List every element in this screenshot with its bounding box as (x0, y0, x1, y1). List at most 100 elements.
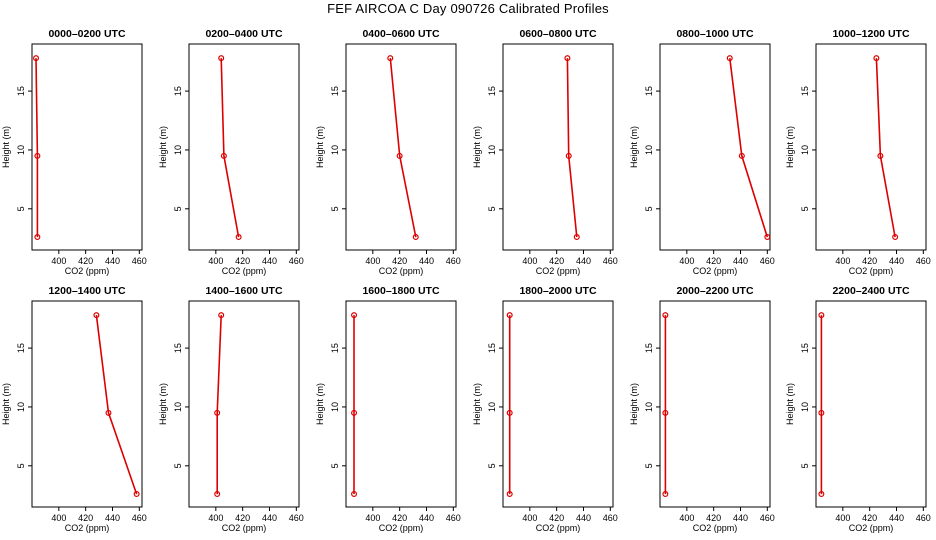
y-tick-label: 10 (644, 145, 654, 155)
profile-point (218, 312, 225, 319)
panel-title: 1600–1800 UTC (362, 285, 439, 297)
y-tick-label: 15 (173, 343, 183, 353)
x-tick-label: 420 (549, 256, 564, 266)
y-tick-label: 5 (330, 206, 340, 211)
x-tick-label: 440 (262, 256, 277, 266)
y-tick-label: 10 (644, 402, 654, 412)
profile-point (506, 409, 513, 416)
x-tick-label: 400 (679, 513, 694, 523)
panel-title: 1200–1400 UTC (48, 285, 125, 297)
y-tick-label: 10 (800, 145, 810, 155)
profile-line (220, 58, 240, 238)
profile-panel-6: 1000–1200 UTC 400 420 440 460 5 10 15 CO2 (ppm) H… (785, 28, 931, 276)
profile-point (412, 234, 419, 241)
y-axis-label: Height (m) (1, 126, 11, 168)
y-tick-label: 5 (487, 206, 497, 211)
profile-line (566, 58, 578, 238)
x-tick-label: 400 (208, 256, 223, 266)
profile-panel-10: 1800–2000 UTC 400 420 440 460 5 10 15 CO2 (ppm) H… (472, 285, 618, 533)
profile-panel-8: 1400–1600 UTC 400 420 440 460 5 10 15 CO2 (ppm) H… (158, 285, 304, 533)
plot-frame (345, 300, 457, 508)
plot-frame (815, 300, 927, 508)
y-tick-label: 10 (173, 402, 183, 412)
x-tick-label: 460 (760, 256, 775, 266)
y-tick-label: 5 (16, 463, 26, 468)
y-tick-label: 10 (330, 145, 340, 155)
x-tick-label: 440 (419, 513, 434, 523)
y-tick-label: 15 (16, 343, 26, 353)
y-axis-label: Height (m) (472, 383, 482, 425)
x-tick-label: 400 (835, 256, 850, 266)
y-tick-label: 10 (800, 402, 810, 412)
x-tick-label: 440 (889, 256, 904, 266)
plot-frame (31, 43, 143, 251)
profile-point (506, 491, 513, 498)
plot-frame (659, 300, 771, 508)
y-tick-label: 15 (800, 343, 810, 353)
x-tick-label: 420 (392, 513, 407, 523)
profile-point (818, 491, 825, 498)
profile-point (573, 234, 580, 241)
x-axis-label: CO2 (ppm) (849, 266, 894, 276)
profile-point (33, 55, 40, 62)
y-tick-label: 5 (800, 463, 810, 468)
profile-panel-4: 0600–0800 UTC 400 420 440 460 5 10 15 CO2 (ppm) H… (472, 28, 618, 276)
x-tick-label: 440 (576, 256, 591, 266)
x-tick-label: 400 (522, 256, 537, 266)
y-tick-label: 15 (330, 86, 340, 96)
x-tick-label: 440 (733, 256, 748, 266)
y-tick-label: 5 (173, 463, 183, 468)
profile-panel-1: 0000–0200 UTC 400 420 440 460 5 10 15 CO2 (ppm) H… (1, 28, 147, 276)
y-tick-label: 15 (487, 86, 497, 96)
profile-point (133, 491, 140, 498)
profile-point (873, 55, 880, 62)
profile-point (218, 55, 225, 62)
y-tick-label: 15 (800, 86, 810, 96)
profile-point (662, 409, 669, 416)
profile-line (875, 58, 896, 238)
profile-point (764, 234, 771, 241)
y-axis-label: Height (m) (158, 383, 168, 425)
y-tick-label: 10 (330, 402, 340, 412)
x-tick-label: 420 (862, 513, 877, 523)
y-axis-label: Height (m) (315, 126, 325, 168)
y-axis-label: Height (m) (1, 383, 11, 425)
panel-title: 2200–2400 UTC (832, 285, 909, 297)
x-tick-label: 400 (365, 256, 380, 266)
profile-point (351, 409, 358, 416)
y-tick-label: 5 (173, 206, 183, 211)
x-tick-label: 460 (132, 513, 147, 523)
page-title: FEF AIRCOA C Day 090726 Calibrated Profi… (327, 1, 609, 16)
x-tick-label: 460 (603, 256, 618, 266)
y-tick-label: 5 (644, 206, 654, 211)
profile-point (892, 234, 899, 241)
x-tick-label: 400 (51, 513, 66, 523)
profile-point (662, 312, 669, 319)
plot-frame (345, 43, 457, 251)
profile-point (818, 409, 825, 416)
profile-point (818, 312, 825, 319)
x-tick-label: 400 (835, 513, 850, 523)
x-tick-label: 420 (706, 513, 721, 523)
y-axis-label: Height (m) (472, 126, 482, 168)
x-axis-label: CO2 (ppm) (222, 266, 267, 276)
plot-frame (188, 300, 300, 508)
y-tick-label: 5 (800, 206, 810, 211)
panel-title: 1000–1200 UTC (832, 28, 909, 40)
y-tick-label: 15 (644, 86, 654, 96)
x-axis-label: CO2 (ppm) (536, 523, 581, 533)
x-tick-label: 420 (862, 256, 877, 266)
plot-frame (659, 43, 771, 251)
profile-point (877, 152, 884, 159)
y-axis-label: Height (m) (629, 126, 639, 168)
profile-point (34, 234, 41, 241)
panel-title: 2000–2200 UTC (676, 285, 753, 297)
profile-point (93, 312, 100, 319)
panel-title: 0000–0200 UTC (48, 28, 125, 40)
x-tick-label: 440 (105, 513, 120, 523)
profile-point (387, 55, 394, 62)
y-tick-label: 15 (487, 343, 497, 353)
profile-line (95, 315, 138, 495)
y-tick-label: 10 (487, 402, 497, 412)
x-axis-label: CO2 (ppm) (693, 266, 738, 276)
